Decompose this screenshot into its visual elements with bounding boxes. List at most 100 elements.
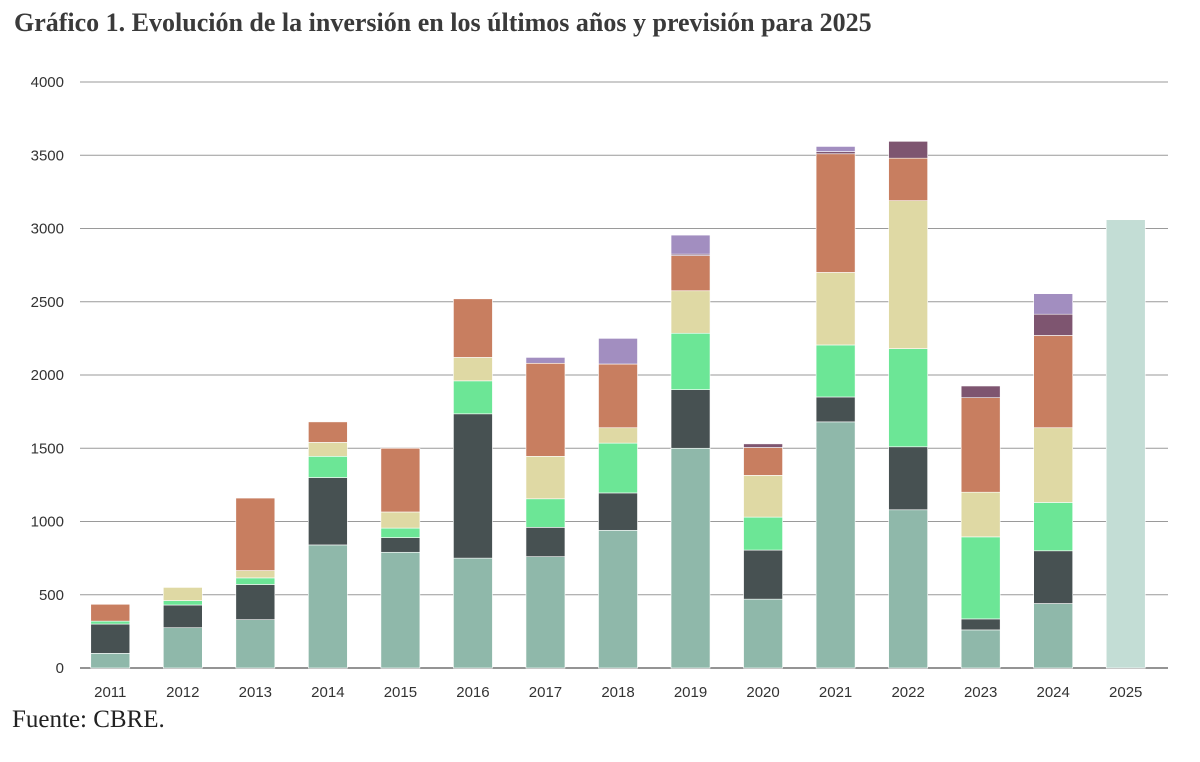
x-tick-label: 2020 <box>746 684 779 700</box>
bar-segment-2019-s7 <box>670 234 711 255</box>
x-tick-label: 2011 <box>94 684 126 700</box>
bar-segment-2018-s4 <box>598 427 638 444</box>
bar-segment-2024-s1 <box>1033 603 1073 669</box>
y-tick-label: 3000 <box>31 221 64 238</box>
bar-segment-2015-s5 <box>380 447 421 513</box>
bar-segment-2013-s2 <box>235 584 276 620</box>
x-tick-label: 2018 <box>601 684 634 700</box>
y-axis-tick-labels: 0 500 1000 1500 2000 2500 3000 3500 4000 <box>31 74 64 677</box>
bar-segment-2013-s1 <box>235 619 276 669</box>
x-tick-label: 2023 <box>964 684 997 700</box>
bars <box>90 141 1146 669</box>
bar-segment-2017-s3 <box>525 498 566 528</box>
bar-segment-2023-s4 <box>960 491 1001 538</box>
bar-segment-2013-s3 <box>235 577 276 585</box>
x-axis-tick-labels: 2011 2012 2013 2014 2015 2016 2017 2018 2019 2020… <box>94 684 1142 700</box>
bar-segment-2015-s2 <box>380 537 421 553</box>
bar-segment-2024-s2 <box>1033 550 1073 604</box>
bar-segment-2023-s2 <box>960 618 1001 631</box>
x-tick-label: 2025 <box>1109 684 1142 700</box>
bar-segment-2016-s4 <box>453 357 493 382</box>
bar-segment-2023-s5 <box>960 397 1001 493</box>
bar-segment-2020-s2 <box>743 549 783 600</box>
bar-segment-2016-s5 <box>453 298 493 358</box>
bar-segment-2019-s4 <box>670 290 711 334</box>
y-tick-label: 3500 <box>31 147 64 164</box>
bar-segment-2019-s2 <box>670 389 711 449</box>
bar-segment-2019-s1 <box>670 447 711 669</box>
x-tick-label: 2021 <box>819 684 852 700</box>
bar-segment-2019-s5 <box>670 255 711 292</box>
bar-segment-2022-s2 <box>888 446 928 511</box>
y-tick-label: 500 <box>39 587 64 604</box>
bar-segment-2015-s3 <box>380 527 421 538</box>
bar-segment-2016-s1 <box>453 557 493 669</box>
bar-segment-2020-s3 <box>743 516 783 551</box>
bar-segment-2018-s7 <box>598 338 638 365</box>
bar-segment-2020-s6 <box>743 443 783 448</box>
bar-segment-2022-s3 <box>888 348 928 448</box>
bar-segment-2017-s5 <box>525 362 566 457</box>
bar-segment-2022-s6 <box>888 141 928 159</box>
chart-title: Gráfico 1. Evolución de la inversión en … <box>14 8 872 37</box>
y-tick-label: 4000 <box>31 74 64 91</box>
y-tick-label: 0 <box>56 660 64 677</box>
bar-segment-2014-s5 <box>308 421 348 443</box>
bar-segment-2014-s2 <box>308 477 348 546</box>
bar-segment-2014-s3 <box>308 456 348 478</box>
x-tick-label: 2014 <box>311 684 344 700</box>
x-tick-label: 2019 <box>674 684 707 700</box>
x-tick-label: 2024 <box>1037 684 1070 700</box>
bar-segment-2015-s4 <box>380 511 421 529</box>
x-tick-label: 2015 <box>384 684 417 700</box>
bar-segment-2012-s2 <box>163 604 203 629</box>
bar-segment-2017-s4 <box>525 456 566 500</box>
bar-segment-2011-s3 <box>90 620 131 625</box>
bar-segment-2013-s4 <box>235 570 276 579</box>
x-tick-label: 2017 <box>529 684 562 700</box>
bar-segment-2015-s1 <box>380 551 421 669</box>
bar-segment-2021-s7 <box>815 146 856 152</box>
bar-segment-2021-s5 <box>815 153 856 273</box>
x-tick-label: 2022 <box>891 684 924 700</box>
bar-segment-2024-s6 <box>1033 313 1073 336</box>
bar-segment-2023-s6 <box>960 385 1001 399</box>
bar-segment-2014-s1 <box>308 544 348 669</box>
bar-segment-2021-s1 <box>815 421 856 669</box>
bar-segment-2018-s3 <box>598 442 638 494</box>
bar-segment-2021-s2 <box>815 396 856 423</box>
bar-segment-2018-s1 <box>598 529 638 669</box>
bar-segment-2022-s5 <box>888 157 928 201</box>
bar-segment-2017-s1 <box>525 556 566 669</box>
bar-segment-2017-s7 <box>525 357 566 364</box>
bar-segment-2017-s2 <box>525 527 566 557</box>
bar-segment-2012-s3 <box>163 600 203 606</box>
bar-segment-2025-previsión-2025 <box>1105 219 1146 669</box>
y-tick-label: 2500 <box>31 294 64 311</box>
y-tick-label: 1500 <box>31 440 64 457</box>
bar-segment-2022-s1 <box>888 509 928 669</box>
x-tick-label: 2016 <box>456 684 489 700</box>
bar-segment-2019-s3 <box>670 332 711 390</box>
bar-segment-2024-s5 <box>1033 335 1073 429</box>
bar-segment-2013-s5 <box>235 497 276 571</box>
bar-segment-2021-s6 <box>815 151 856 155</box>
bar-segment-2020-s4 <box>743 475 783 518</box>
x-tick-label: 2012 <box>166 684 199 700</box>
y-tick-label: 2000 <box>31 367 64 384</box>
bar-segment-2011-s5 <box>90 603 131 622</box>
bar-segment-2020-s1 <box>743 598 783 669</box>
bar-segment-2020-s5 <box>743 447 783 476</box>
bar-segment-2024-s3 <box>1033 502 1073 552</box>
bar-segment-2023-s3 <box>960 536 1001 620</box>
bar-segment-2016-s3 <box>453 380 493 415</box>
bar-segment-2012-s1 <box>163 627 203 669</box>
x-tick-label: 2013 <box>239 684 272 700</box>
bar-segment-2024-s4 <box>1033 427 1073 503</box>
bar-segment-2011-s2 <box>90 623 131 654</box>
bar-segment-2012-s4 <box>163 587 203 601</box>
bar-segment-2018-s2 <box>598 492 638 531</box>
y-tick-label: 1000 <box>31 514 64 531</box>
bar-segment-2011-s1 <box>90 653 131 669</box>
